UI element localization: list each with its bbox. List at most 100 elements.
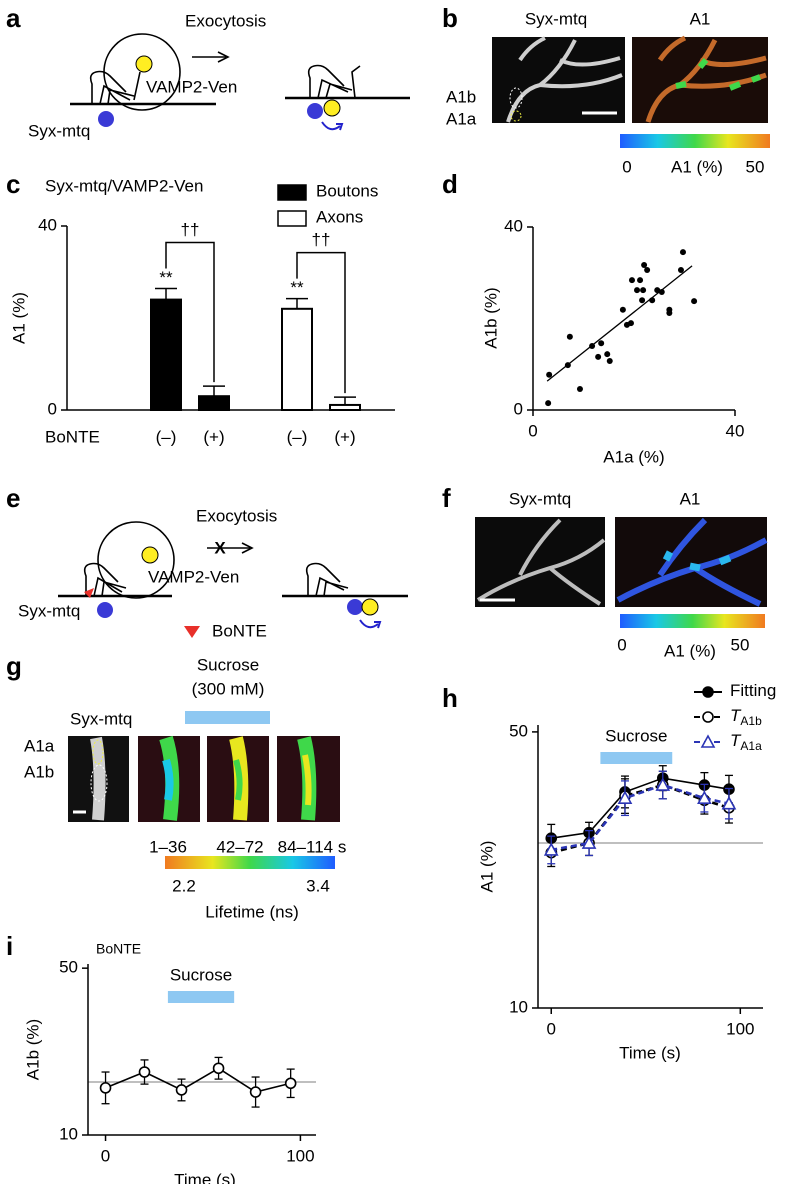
x-tick-label: (+): [334, 427, 355, 446]
image-label: Syx-mtq: [525, 9, 587, 28]
y-tick-label: 0: [48, 399, 57, 418]
x-tick-label: 100: [726, 1019, 754, 1038]
point: [637, 277, 644, 284]
panel-letter: f: [442, 483, 451, 513]
marker: [284, 1077, 297, 1090]
x-tick-label: 0: [528, 421, 537, 440]
bar: [150, 298, 182, 412]
point: [627, 320, 634, 327]
x-tick-label: 0: [547, 1019, 556, 1038]
point: [604, 351, 611, 358]
chart-title: Syx-mtq/VAMP2-Ven: [45, 176, 203, 195]
error-bar: [286, 297, 308, 309]
vamp-label: VAMP2-Ven: [148, 567, 239, 586]
x-tick-label: (+): [203, 427, 224, 446]
syx-label: Syx-mtq: [28, 121, 90, 140]
point: [566, 333, 573, 340]
chart-label: BoNTE: [96, 941, 141, 957]
point: [677, 267, 684, 274]
legend-subscript: A1b: [740, 714, 762, 728]
panel-letter: e: [6, 483, 20, 513]
legend-swatch: [277, 210, 307, 227]
x-axis-label: BoNTE: [45, 427, 100, 446]
marker: [138, 1066, 151, 1078]
x-tick-label: (–): [156, 427, 177, 446]
marker: [700, 734, 716, 748]
time-window: 42–72: [216, 837, 263, 856]
marker: [543, 842, 559, 856]
point: [640, 287, 647, 294]
point: [649, 297, 656, 304]
roi-label: A1b: [24, 762, 54, 781]
point: [589, 342, 596, 349]
colorbar-min: 0: [622, 157, 631, 176]
marker: [249, 1086, 262, 1098]
x-axis-label: Time (s): [174, 1170, 236, 1184]
series-line: [105, 1067, 291, 1093]
y-axis-label: A1 (%): [9, 292, 28, 344]
colorbar-min: 0: [617, 635, 626, 654]
stimulus-label: Sucrose: [605, 726, 667, 745]
legend-name: Fitting: [730, 681, 776, 700]
bar: [329, 403, 361, 412]
legend-subscript: A1a: [740, 739, 762, 753]
marker: [581, 835, 597, 849]
colorbar-max: 3.4: [306, 876, 330, 895]
comparison-mark: ††: [312, 230, 331, 249]
y-tick-label: 40: [38, 215, 57, 234]
arrow-label: Exocytosis: [185, 11, 266, 30]
arrow-label: Exocytosis: [196, 506, 277, 525]
stimulus-label: Sucrose: [197, 655, 259, 674]
legend-name: T: [730, 731, 742, 750]
point: [644, 267, 651, 274]
roi-label: A1a: [24, 736, 55, 755]
point: [679, 249, 686, 256]
image-f: Syx-mtq A1 0 A1 (%) 50: [475, 489, 768, 660]
point: [546, 371, 553, 378]
image-b: Syx-mtq A1 A1b A1a 0 A1 (%) 50: [446, 9, 770, 176]
stimulus-label: Sucrose: [170, 965, 232, 984]
syx-label: Syx-mtq: [18, 601, 80, 620]
time-window: 84–114 s: [278, 837, 347, 856]
y-tick-label: 10: [509, 997, 528, 1016]
x-tick-label: 100: [286, 1146, 314, 1165]
panel-letter: d: [442, 169, 458, 199]
toxin-label: BoNTE: [212, 621, 267, 640]
roi-label: A1a: [446, 109, 477, 128]
comparison-mark: ††: [181, 220, 200, 239]
legend-label: Axons: [316, 207, 363, 226]
colorbar-max: 50: [731, 635, 750, 654]
y-tick-label: 0: [514, 399, 523, 418]
y-axis-label: A1b (%): [23, 1019, 42, 1080]
legend-name: T: [730, 706, 742, 725]
image-g: Sucrose (300 mM) Syx-mtq A1a A1b 1–36 42…: [24, 655, 346, 921]
error-bar: [155, 287, 177, 300]
point: [658, 288, 665, 295]
point: [639, 297, 646, 304]
significance-mark: **: [290, 278, 304, 297]
image-label: A1: [690, 9, 711, 28]
comparison-bracket: [296, 251, 346, 394]
legend-swatch: [277, 184, 307, 201]
point: [641, 261, 648, 268]
panel-letter: g: [6, 651, 22, 681]
stimulus-bar: [600, 752, 673, 764]
y-axis-label: A1b (%): [481, 287, 500, 348]
colorbar-title: Lifetime (ns): [205, 902, 299, 921]
point: [598, 340, 605, 347]
image-label: A1: [680, 489, 701, 508]
schematic-a: Exocytosis VAMP2-Ven Syx-mtq: [28, 11, 410, 140]
x-axis-label: Time (s): [619, 1043, 681, 1062]
bar: [198, 395, 230, 412]
image-label: Syx-mtq: [509, 489, 571, 508]
significance-mark: **: [159, 268, 173, 287]
vamp-label: VAMP2-Ven: [146, 77, 237, 96]
marker: [175, 1084, 188, 1096]
marker: [702, 711, 714, 723]
y-tick-label: 50: [509, 721, 528, 740]
panel-letter: h: [442, 683, 458, 713]
roi-label: A1b: [446, 87, 476, 106]
x-tick-label: 40: [726, 421, 745, 440]
marker: [655, 777, 671, 791]
